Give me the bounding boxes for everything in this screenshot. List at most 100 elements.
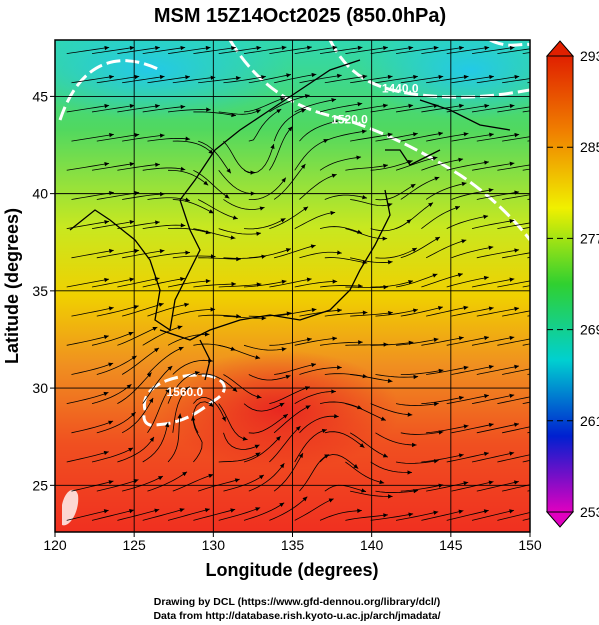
stream-arrow: [203, 180, 209, 186]
streamline: [172, 140, 214, 155]
stream-arrow: [540, 249, 545, 253]
stream-arrow: [387, 378, 393, 383]
y-tick-label: 25: [32, 477, 48, 493]
streamline: [446, 104, 490, 113]
stream-arrow: [488, 480, 494, 485]
streamline: [96, 134, 140, 142]
stream-arrow: [539, 423, 544, 427]
streamline: [91, 509, 135, 521]
stream-arrow: [221, 416, 226, 422]
colorbar-tick-label: 285: [580, 139, 599, 155]
stream-arrow: [134, 248, 140, 254]
stream-arrow: [279, 402, 285, 407]
stream-arrow: [129, 219, 135, 225]
streamline: [451, 481, 494, 492]
stream-arrow: [434, 176, 440, 181]
stream-arrow: [261, 75, 266, 80]
stream-arrow: [509, 393, 515, 398]
streamline: [471, 336, 515, 346]
streamline: [426, 306, 469, 317]
stream-arrow: [146, 372, 152, 378]
streamline: [345, 286, 389, 289]
stream-arrow: [133, 479, 139, 484]
stream-arrow: [361, 488, 367, 493]
streamline: [142, 106, 186, 113]
streamline: [248, 74, 292, 84]
x-tick-label: 145: [439, 537, 463, 553]
streamline: [274, 73, 317, 84]
y-tick-label: 45: [32, 88, 48, 104]
streamline: [451, 75, 494, 84]
stream-arrow: [534, 509, 539, 513]
streamline: [476, 75, 520, 84]
streamline: [218, 109, 262, 115]
stream-arrow: [489, 74, 494, 80]
stream-arrow: [458, 103, 464, 109]
streamline: [243, 143, 275, 174]
streamline: [294, 429, 327, 463]
streamline: [147, 76, 190, 84]
streamline: [91, 278, 135, 288]
stream-arrow: [281, 279, 287, 285]
stream-arrow: [104, 103, 110, 109]
stream-arrow: [458, 453, 464, 458]
streamline: [223, 432, 260, 450]
stream-arrow: [180, 166, 186, 171]
stream-arrow: [331, 98, 337, 103]
stream-arrow: [282, 414, 288, 419]
streamline: [117, 326, 158, 346]
stream-arrow: [298, 453, 303, 459]
stream-arrow: [361, 129, 367, 134]
stream-arrow: [458, 395, 464, 401]
streamline: [349, 432, 389, 458]
stream-arrow: [488, 245, 494, 250]
streamline: [400, 306, 443, 317]
stream-arrow: [387, 74, 393, 80]
streamline: [218, 283, 262, 288]
stream-arrow: [230, 235, 236, 240]
streamline: [421, 158, 464, 171]
streamline: [192, 401, 214, 434]
footer-line: Data from http://database.rish.kyoto-u.a…: [153, 610, 440, 622]
streamline: [471, 162, 515, 171]
stream-arrow: [459, 45, 464, 51]
streamline: [400, 431, 444, 435]
stream-arrow: [356, 155, 362, 160]
streamline: [66, 162, 110, 171]
y-axis-title: Latitude (degrees): [2, 208, 22, 364]
y-tick-label: 30: [32, 380, 48, 396]
stream-arrow: [103, 509, 109, 514]
stream-arrow: [382, 236, 388, 241]
stream-arrow: [180, 276, 185, 282]
stream-arrow: [210, 307, 216, 312]
stream-arrow: [433, 103, 439, 109]
streamline: [299, 74, 342, 84]
stream-arrow: [438, 131, 444, 136]
stream-arrow: [432, 156, 438, 161]
streamline: [142, 46, 186, 55]
stream-arrow: [286, 73, 292, 78]
streamline: [350, 199, 393, 207]
streamline: [497, 454, 530, 463]
stream-arrow: [180, 104, 186, 110]
streamline: [193, 228, 236, 239]
stream-arrow: [185, 197, 190, 202]
y-tick-label: 40: [32, 186, 48, 202]
streamline: [269, 338, 312, 346]
stream-arrow: [180, 223, 186, 228]
stream-arrow: [242, 436, 248, 441]
stream-arrow: [457, 272, 463, 278]
stream-arrow: [535, 336, 540, 340]
streamline: [71, 362, 114, 375]
streamline: [193, 508, 236, 521]
stream-arrow: [305, 405, 311, 410]
stream-arrow: [234, 478, 240, 483]
streamline: [167, 280, 211, 288]
stream-arrow: [433, 337, 439, 342]
streamline: [471, 394, 515, 405]
stream-arrow: [535, 46, 540, 50]
stream-arrow: [310, 244, 316, 249]
streamline: [426, 425, 469, 434]
streamline: [66, 509, 109, 521]
streamline: [375, 432, 417, 446]
